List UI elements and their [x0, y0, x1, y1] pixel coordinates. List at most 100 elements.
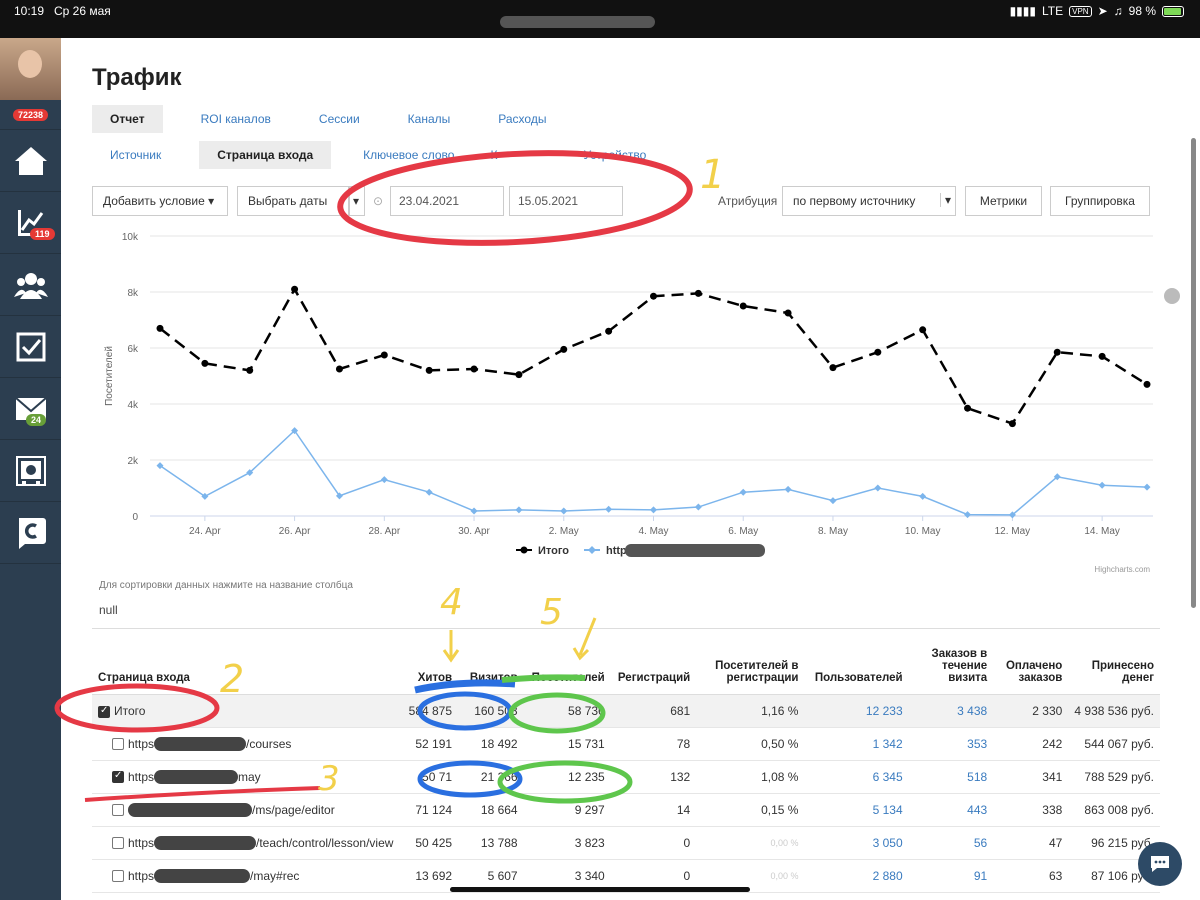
row-users-link[interactable]: 2 880 [804, 859, 909, 893]
tab-entry-page[interactable]: Страница входа [199, 141, 332, 169]
home-icon [14, 146, 47, 175]
x-tick-label: 30. Apr [458, 526, 490, 537]
row-checkbox[interactable] [112, 770, 124, 784]
row-page-suffix[interactable]: /teach/control/lesson/view [256, 835, 394, 850]
tab-keyword[interactable]: Ключевое слово [363, 148, 455, 162]
notifications-counter[interactable]: 72238 [0, 100, 61, 130]
table-row: /ms/page/editor 71 124 18 664 9 297 14 0… [92, 793, 1160, 827]
row-page-suffix[interactable]: /ms/page/editor [252, 802, 335, 817]
row-page-suffix[interactable]: may [238, 769, 261, 784]
dates-dropdown-toggle[interactable]: ▾ [349, 186, 365, 216]
row-checkbox[interactable] [112, 870, 124, 883]
row-paid: 242 [993, 727, 1069, 761]
x-tick-label: 26. Apr [279, 526, 311, 537]
series-point [964, 404, 972, 412]
series-point [739, 488, 747, 496]
series-point [291, 285, 299, 293]
signal-icon: ▮▮▮▮ [1009, 4, 1036, 18]
row-paid: 341 [993, 760, 1069, 794]
row-orders-link[interactable]: 518 [908, 760, 994, 794]
add-condition-button[interactable]: Добавить условие ▾ [92, 186, 228, 216]
col-paid[interactable]: Оплачено заказов [993, 628, 1069, 695]
attribution-select[interactable]: по первому источнику ▾ [782, 186, 956, 216]
row-orders-link[interactable]: 91 [908, 859, 994, 893]
col-entry-page[interactable]: Страница входа [92, 628, 400, 695]
scroll-handle[interactable] [1164, 288, 1180, 304]
caret-down-icon: ▾ [208, 194, 215, 208]
row-page-cell: /ms/page/editor [92, 793, 400, 827]
series-point [605, 327, 613, 335]
date-from-input[interactable]: 23.04.2021 [390, 186, 504, 216]
row-users-link[interactable]: 12 233 [804, 694, 909, 728]
metrics-button[interactable]: Метрики [965, 186, 1042, 216]
date-to-input[interactable]: 15.05.2021 [509, 186, 623, 216]
tab-channels[interactable]: Каналы [407, 112, 451, 126]
status-time: 10:19 [14, 4, 45, 18]
row-orders-link[interactable]: 56 [908, 826, 994, 860]
sidebar-item-safe[interactable] [0, 440, 61, 502]
series-point [964, 511, 972, 519]
row-users-link[interactable]: 5 134 [804, 793, 909, 827]
row-page-prefix[interactable]: https [128, 868, 155, 883]
row-checkbox[interactable] [112, 738, 124, 751]
tab-expenses[interactable]: Расходы [498, 112, 547, 126]
series-point [291, 427, 299, 435]
chat-button[interactable] [1138, 842, 1182, 886]
tab-sessions[interactable]: Сессии [318, 112, 360, 126]
tab-roi[interactable]: ROI каналов [200, 112, 271, 126]
row-visits: 13 788 [458, 826, 524, 860]
series-point [784, 309, 792, 317]
row-page-suffix[interactable]: /courses [246, 736, 292, 751]
row-paid: 338 [993, 793, 1069, 827]
tab-device[interactable]: Устройство [583, 148, 647, 162]
sidebar-item-brand[interactable] [0, 502, 61, 564]
add-condition-label: Добавить условие [103, 194, 205, 208]
col-visitors[interactable]: Посетителей [523, 628, 611, 695]
sidebar-item-analytics[interactable]: 119 [0, 192, 61, 254]
x-tick-label: 2. May [549, 526, 579, 537]
col-users[interactable]: Пользователей [804, 628, 909, 695]
sidebar-item-tasks[interactable] [0, 316, 61, 378]
col-orders[interactable]: Заказов в течение визита [908, 628, 994, 695]
analytics-badge: 119 [30, 228, 55, 240]
tab-source[interactable]: Источник [110, 148, 162, 162]
series-point [694, 289, 702, 297]
safe-icon [15, 455, 46, 486]
row-page-suffix[interactable]: /may#rec [250, 868, 300, 883]
row-page-prefix[interactable]: https [128, 736, 155, 751]
series-point [1008, 511, 1016, 519]
row-orders-link[interactable]: 443 [908, 793, 994, 827]
grouping-button[interactable]: Группировка [1050, 186, 1150, 216]
row-users-link[interactable]: 1 342 [804, 727, 909, 761]
row-conversion: 0,50 % [696, 727, 805, 761]
sidebar-item-mail[interactable]: 24 [0, 378, 61, 440]
row-visitors: 9 297 [523, 793, 611, 827]
row-page-prefix[interactable]: https [128, 835, 155, 850]
col-registrations[interactable]: Регистраций [610, 628, 697, 695]
row-users-link[interactable]: 6 345 [804, 760, 909, 794]
row-users-link[interactable]: 3 050 [804, 826, 909, 860]
col-visits[interactable]: Визитов [458, 628, 524, 695]
x-tick-label: 14. May [1084, 526, 1120, 537]
avatar[interactable] [0, 38, 61, 100]
select-dates-button[interactable]: Выбрать даты [237, 186, 349, 216]
series-point [201, 492, 209, 500]
row-checkbox[interactable] [112, 804, 124, 817]
row-registrations: 14 [610, 793, 697, 827]
sidebar-item-users[interactable] [0, 254, 61, 316]
row-checkbox[interactable] [98, 705, 110, 718]
row-page-prefix[interactable]: https [128, 769, 155, 784]
col-conversion[interactable]: Посетителей в регистрации [696, 628, 805, 695]
row-checkbox[interactable] [112, 837, 124, 850]
col-money[interactable]: Принесено денег [1068, 628, 1160, 695]
headphones-icon: ♫ [1113, 4, 1123, 18]
page-scrollbar[interactable] [1191, 138, 1196, 608]
row-page-cell: https may [92, 760, 400, 794]
tab-k[interactable]: К [490, 148, 498, 162]
primary-tabs: Отчет ROI каналов Сессии Каналы Расходы [92, 105, 564, 133]
row-orders-link[interactable]: 353 [908, 727, 994, 761]
tab-report[interactable]: Отчет [92, 105, 163, 133]
sidebar-item-home[interactable] [0, 130, 61, 192]
col-hits[interactable]: Хитов [399, 628, 459, 695]
row-orders-link[interactable]: 3 438 [908, 694, 994, 728]
